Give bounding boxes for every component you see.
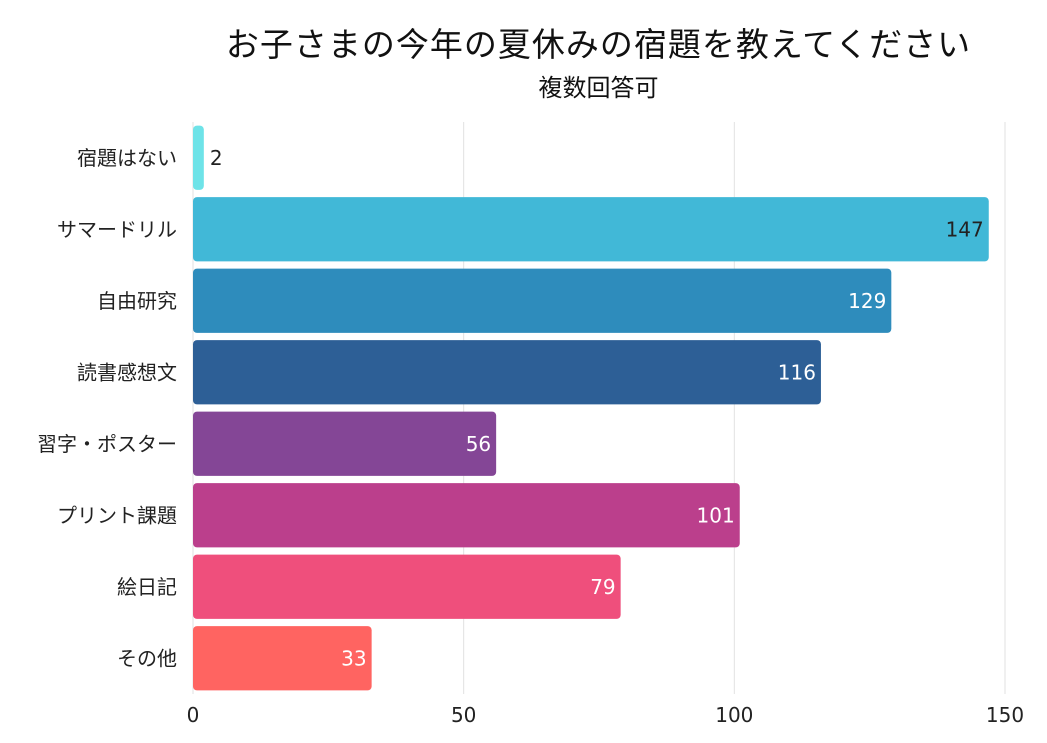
value-label-0: 2 <box>210 146 223 170</box>
category-label-4: 習字・ポスター <box>37 432 177 456</box>
category-label-2: 自由研究 <box>97 289 177 313</box>
bar-0 <box>193 125 204 190</box>
x-tick-label: 150 <box>986 703 1024 727</box>
value-label-5: 101 <box>697 503 735 527</box>
category-label-1: サマードリル <box>57 217 177 241</box>
bars <box>193 125 989 691</box>
value-label-1: 147 <box>946 217 984 241</box>
bar-7 <box>193 626 372 691</box>
bar-3 <box>193 340 821 405</box>
category-label-6: 絵日記 <box>117 575 177 599</box>
bar-5 <box>193 483 740 548</box>
bar-2 <box>193 268 892 333</box>
x-tick-label: 50 <box>451 703 476 727</box>
category-label-3: 読書感想文 <box>77 360 177 384</box>
category-label-5: プリント課題 <box>57 503 177 527</box>
value-label-2: 129 <box>848 289 886 313</box>
bar-4 <box>193 411 497 476</box>
x-tick-label: 0 <box>187 703 200 727</box>
category-label-0: 宿題はない <box>77 146 177 170</box>
value-labels: 2 147 129 116 56 101 79 33 <box>210 146 984 671</box>
chart-title: お子さまの今年の夏休みの宿題を教えてください <box>225 25 972 64</box>
category-label-7: その他 <box>117 646 177 670</box>
x-tick-label: 100 <box>715 703 753 727</box>
x-tick-labels: 0 50 100 150 <box>187 703 1024 727</box>
value-label-4: 56 <box>466 432 491 456</box>
bar-6 <box>193 554 621 619</box>
value-label-6: 79 <box>590 575 615 599</box>
value-label-7: 33 <box>341 646 366 670</box>
bar-1 <box>193 197 989 262</box>
value-label-3: 116 <box>778 360 816 384</box>
chart-subtitle: 複数回答可 <box>538 74 659 102</box>
